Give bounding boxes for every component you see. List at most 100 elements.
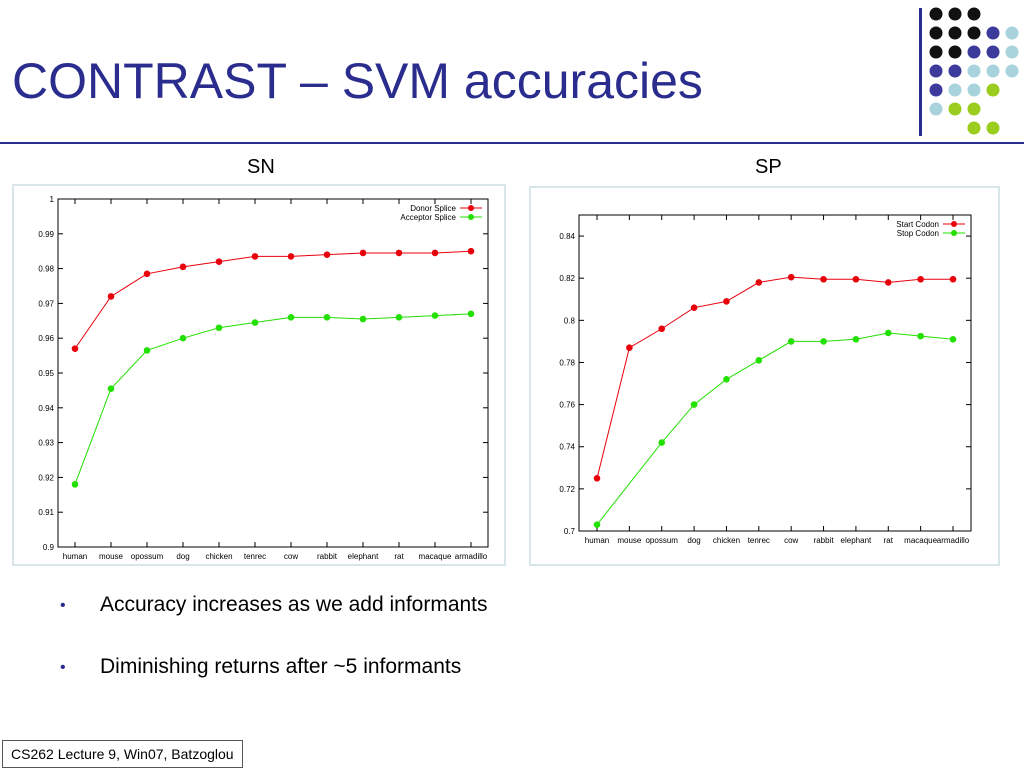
- data-point: [323, 251, 331, 258]
- legend-label: Stop Codon: [897, 229, 939, 238]
- x-tick-label: mouse: [617, 536, 642, 545]
- x-tick-label: opossum: [645, 536, 678, 545]
- decor-dot: [986, 45, 1000, 59]
- data-point: [787, 338, 795, 345]
- data-point: [395, 314, 403, 321]
- vertical-accent-rule: [919, 8, 922, 136]
- data-point: [884, 279, 892, 286]
- legend-marker: [468, 214, 474, 220]
- x-tick-label: cow: [784, 536, 798, 545]
- decor-dot: [929, 102, 943, 116]
- y-tick-label: 0.76: [559, 401, 575, 410]
- legend-marker: [951, 221, 957, 227]
- y-tick-label: 0.74: [559, 443, 575, 452]
- data-point: [431, 249, 439, 257]
- data-point: [251, 319, 259, 326]
- y-tick-label: 0.95: [38, 369, 54, 378]
- decor-dot: [929, 83, 943, 97]
- x-tick-label: human: [585, 536, 609, 545]
- data-point: [179, 263, 187, 271]
- x-tick-label: macaque: [419, 552, 452, 561]
- data-point: [690, 304, 698, 311]
- x-tick-label: elephant: [841, 536, 872, 545]
- sn-chart-frame: 0.9 0.91 0.92 0.93 0.94 0.95 0.96 0.97 0.98 0.99 1…: [12, 184, 506, 566]
- x-tick-label: human: [63, 552, 87, 561]
- y-tick-label: 0.94: [38, 404, 54, 413]
- decor-dot: [967, 83, 981, 97]
- x-tick-label: armadillo: [455, 552, 488, 561]
- decor-dot: [967, 64, 981, 78]
- x-tick-label: mouse: [99, 552, 124, 561]
- data-point: [143, 347, 151, 354]
- sp-chart: 0.7 0.72 0.74 0.76 0.78 0.8 0.82 0.84 human mouse…: [559, 214, 972, 545]
- data-point: [852, 275, 860, 283]
- bullet-item: • Accuracy increases as we add informants: [60, 593, 488, 655]
- data-point: [949, 275, 957, 283]
- y-tick-label: 0.97: [38, 299, 54, 308]
- data-point: [658, 325, 666, 333]
- data-point: [215, 258, 223, 265]
- decor-dot: [967, 26, 981, 40]
- y-tick-label: 0.92: [38, 473, 54, 482]
- data-point: [143, 270, 151, 278]
- data-point: [71, 481, 79, 488]
- y-tick-label: 0.93: [38, 439, 54, 448]
- data-point: [884, 329, 892, 337]
- data-point: [71, 345, 79, 352]
- data-point: [215, 324, 223, 332]
- y-tick-label: 0.82: [559, 274, 575, 283]
- footer-label: CS262 Lecture 9, Win07, Batzoglou: [2, 740, 243, 768]
- decor-dot: [967, 121, 981, 135]
- x-tick-label: dog: [687, 536, 700, 545]
- legend-marker: [951, 230, 957, 236]
- series-line: [596, 276, 953, 479]
- decor-dot: [967, 45, 981, 59]
- decor-dot: [986, 64, 1000, 78]
- sp-chart-title: SP: [755, 156, 782, 178]
- sp-chart-frame: 0.7 0.72 0.74 0.76 0.78 0.8 0.82 0.84 human mouse…: [529, 186, 1000, 566]
- x-tick-label: rat: [884, 536, 894, 545]
- legend-label: Start Codon: [896, 220, 939, 229]
- decor-dot: [929, 26, 943, 40]
- y-tick-label: 0.98: [38, 265, 54, 274]
- decor-dot: [967, 102, 981, 116]
- series-line: [74, 313, 472, 485]
- data-point: [658, 439, 666, 446]
- sn-chart: 0.9 0.91 0.92 0.93 0.94 0.95 0.96 0.97 0.98 0.99 1…: [38, 195, 489, 561]
- sn-chart-title: SN: [247, 156, 275, 178]
- decor-dot: [948, 64, 962, 78]
- y-tick-label: 0.91: [38, 508, 54, 517]
- data-point: [107, 385, 115, 392]
- data-point: [107, 293, 115, 300]
- decor-dot: [1005, 64, 1019, 78]
- y-tick-label: 0.84: [559, 232, 575, 241]
- decor-dot: [948, 26, 962, 40]
- bullet-text: Diminishing returns after ~5 informants: [100, 655, 462, 678]
- data-point: [723, 376, 730, 383]
- data-point: [593, 521, 601, 528]
- bullet-icon: •: [60, 659, 66, 676]
- x-tick-label: chicken: [713, 536, 740, 545]
- data-point: [395, 249, 403, 257]
- plot-area: [578, 214, 972, 532]
- x-tick-label: rabbit: [317, 552, 338, 561]
- data-point: [323, 314, 331, 321]
- y-tick-label: 1: [50, 195, 55, 204]
- slide-title: CONTRAST – SVM accuracies: [12, 53, 703, 109]
- title-divider: [0, 142, 1024, 144]
- series-line: [596, 332, 954, 525]
- legend-label: Donor Splice: [410, 204, 456, 213]
- data-point: [755, 279, 763, 286]
- x-tick-label: dog: [176, 552, 189, 561]
- decor-dot: [967, 7, 981, 21]
- data-point: [787, 273, 795, 281]
- y-tick-label: 0.8: [564, 316, 576, 325]
- data-point: [593, 475, 601, 482]
- data-point: [467, 247, 475, 255]
- x-tick-label: tenrec: [748, 536, 770, 545]
- bullet-text: Accuracy increases as we add informants: [100, 593, 488, 616]
- data-point: [917, 332, 924, 340]
- decor-dot: [1005, 26, 1019, 40]
- data-point: [626, 344, 633, 352]
- decor-dot: [948, 83, 962, 97]
